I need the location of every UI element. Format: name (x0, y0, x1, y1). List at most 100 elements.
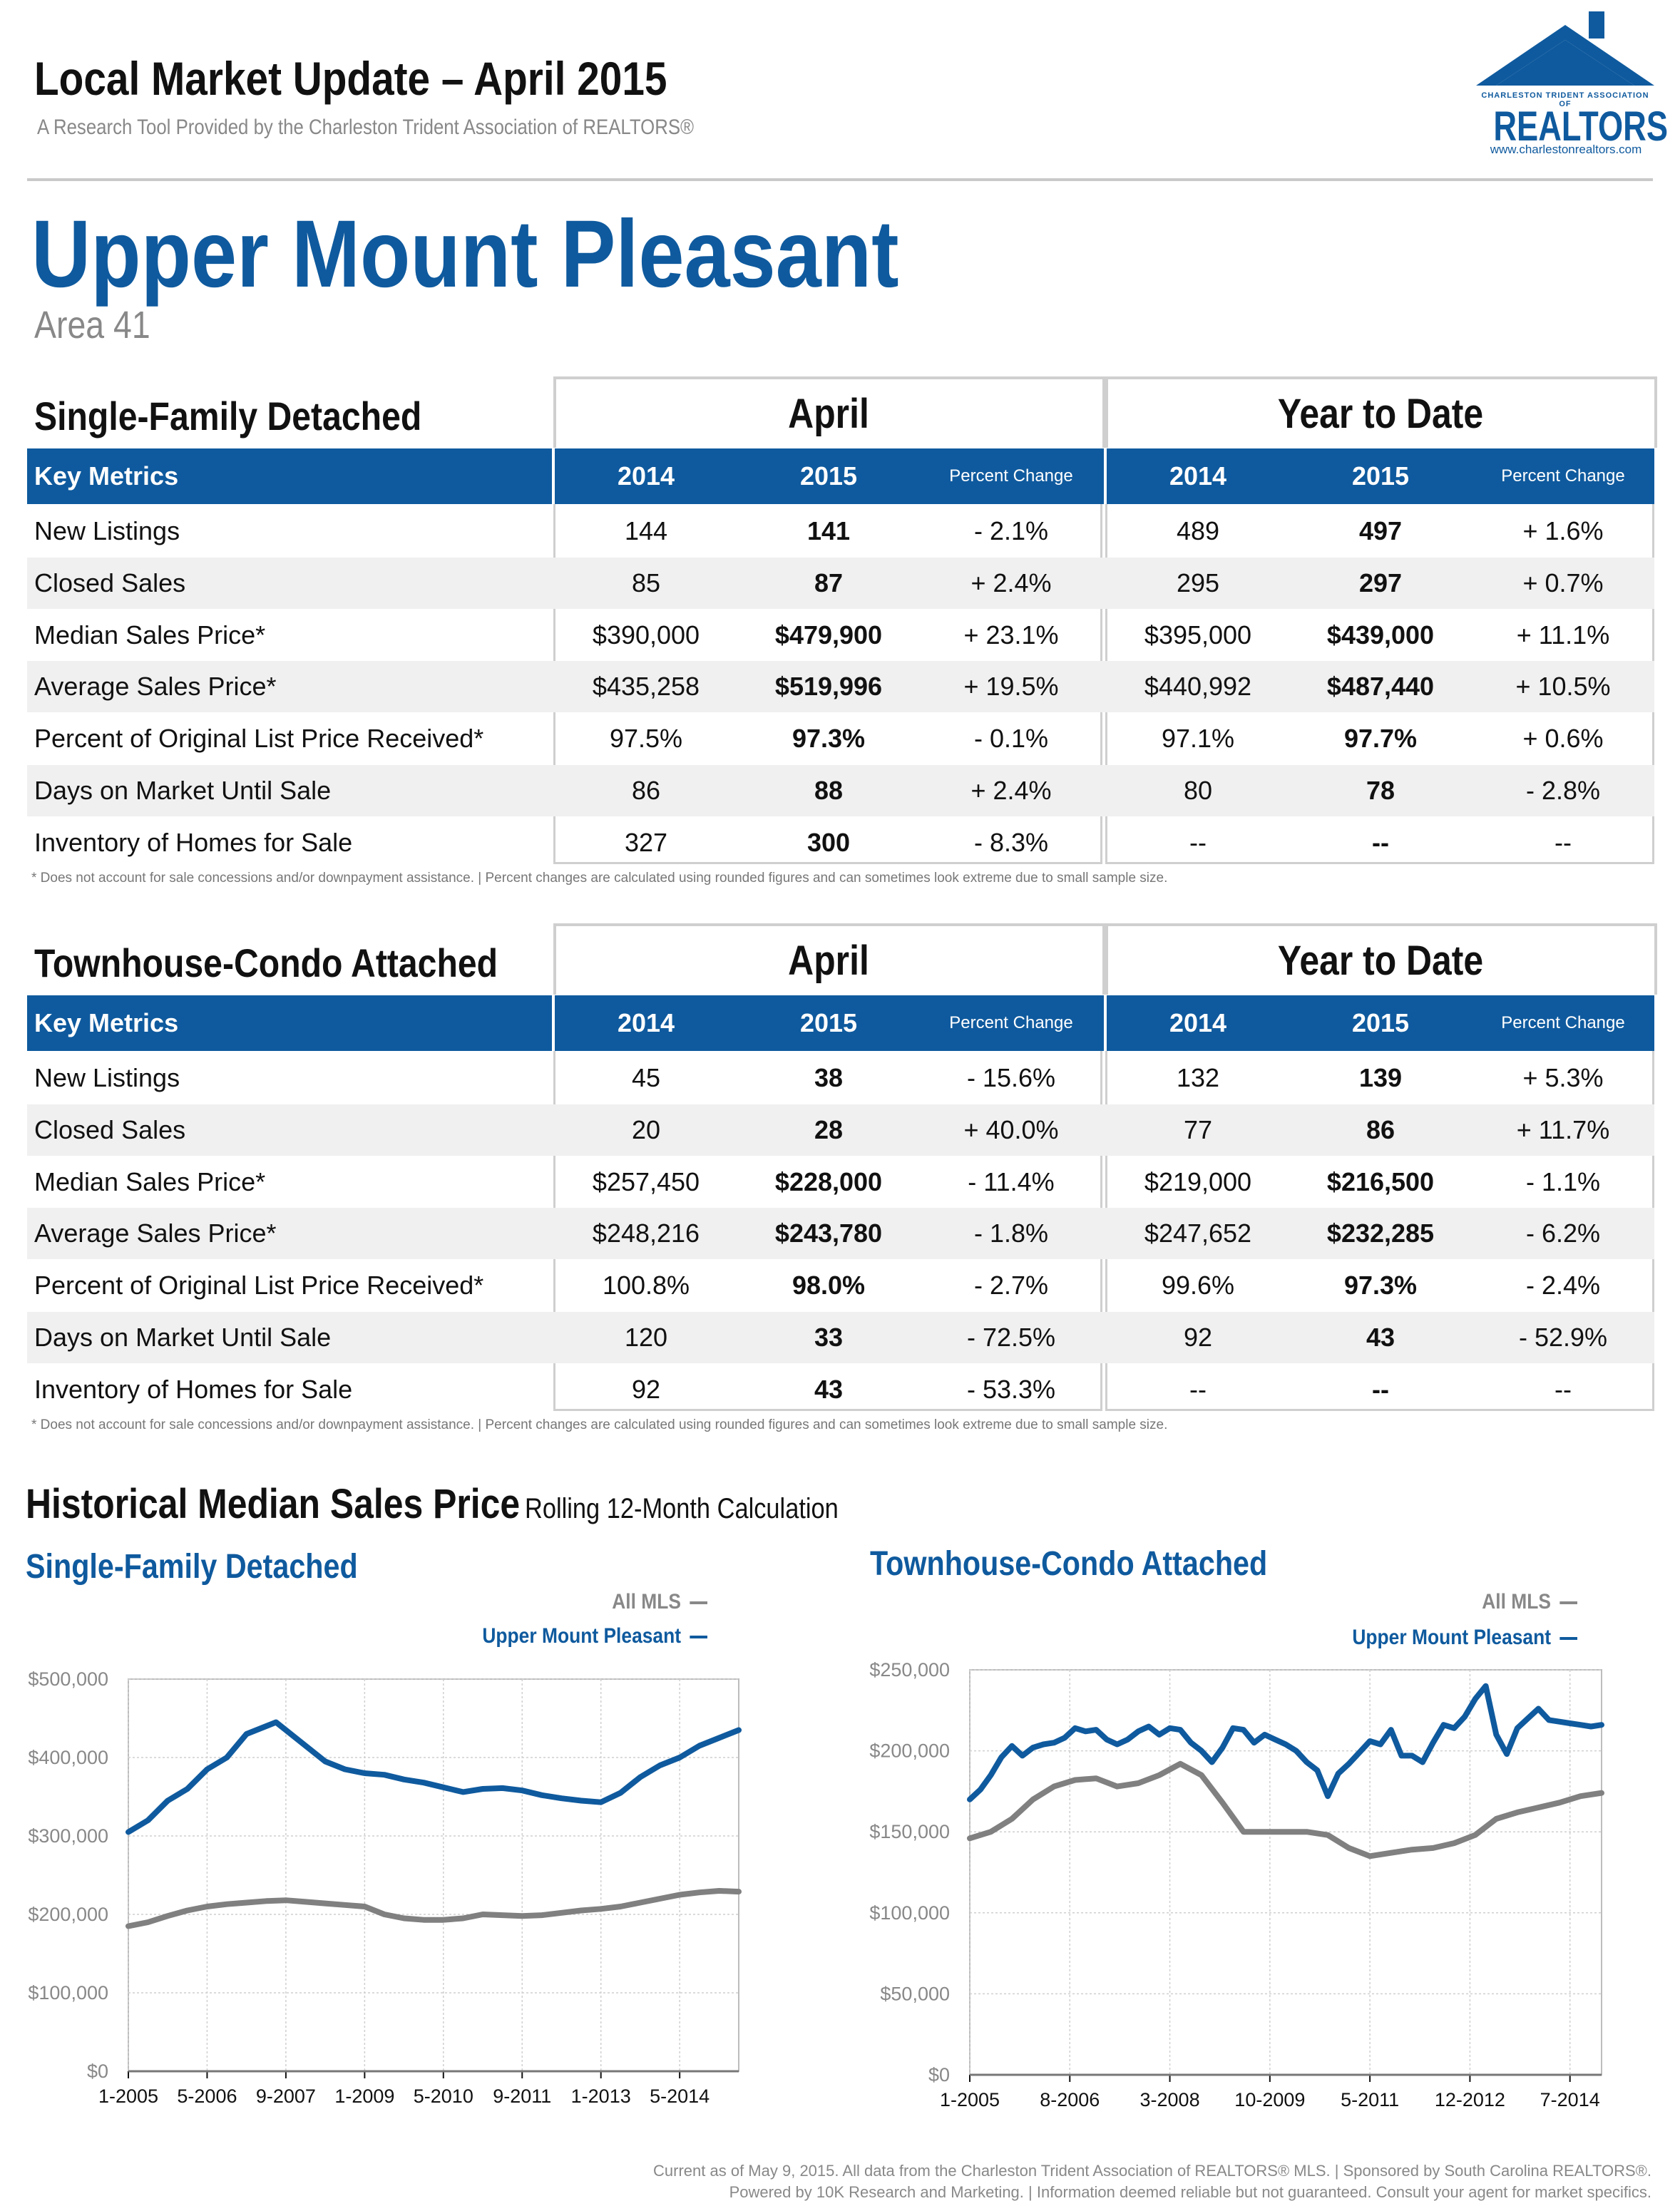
cell-ypct: - 2.8% (1525, 776, 1601, 805)
header-ytd-2014: 2014 (1169, 1008, 1227, 1037)
cell-apct: - 0.1% (973, 724, 1049, 754)
cell-apct: - 2.1% (973, 516, 1049, 545)
cell-ypct: + 11.7% (1516, 1114, 1610, 1144)
table-row: Closed Sales 20 28 + 40.0% 77 86 + 11.7% (27, 1104, 1654, 1156)
cell-y2015: $216,500 (1326, 1166, 1435, 1196)
cell-metric: Inventory of Homes for Sale (34, 1374, 353, 1404)
cell-a2014: 120 (624, 1323, 668, 1352)
cell-metric: New Listings (34, 1063, 180, 1092)
historical-subtitle: Rolling 12-Month Calculation (525, 1493, 839, 1524)
x-tick-label: 5-2010 (414, 2086, 473, 2107)
cell-a2015: 28 (814, 1114, 844, 1144)
header-ytd-2015: 2015 (1351, 1008, 1410, 1037)
area-code: Area 41 (34, 304, 150, 347)
legend-label: All MLS (612, 1590, 682, 1614)
x-tick-label: 7-2014 (1540, 2089, 1600, 2110)
historical-title: Historical Median Sales Price (26, 1481, 521, 1527)
cell-apct: + 23.1% (963, 620, 1059, 650)
cell-a2014: 97.5% (609, 724, 683, 754)
legend-label: Upper Mount Pleasant (482, 1624, 682, 1648)
cell-y2015: 86 (1366, 1114, 1395, 1144)
ytd-group-frame (1105, 923, 1657, 995)
y-tick-label: $250,000 (869, 1659, 950, 1681)
cell-y2015: $232,285 (1326, 1219, 1435, 1248)
cell-y2014: $219,000 (1144, 1166, 1252, 1196)
cell-ypct: + 10.5% (1515, 672, 1611, 702)
logo-url: www.charlestonrealtors.com (1490, 143, 1642, 156)
y-tick-label: $500,000 (28, 1668, 108, 1690)
header-divider (1104, 448, 1107, 504)
table-footnote: * Does not account for sale concessions … (31, 871, 1168, 886)
x-tick-label: 5-2011 (1341, 2089, 1399, 2110)
header-divider (27, 178, 1653, 181)
header-ytd-2014: 2014 (1169, 461, 1227, 491)
cell-y2015: 43 (1366, 1323, 1395, 1352)
cell-y2014: 97.1% (1161, 724, 1235, 754)
logo-caption: CHARLESTON TRIDENT ASSOCIATION OF (1481, 91, 1649, 108)
cell-apct: + 2.4% (970, 776, 1052, 805)
area-title: Upper Mount Pleasant (31, 201, 899, 307)
chart-svg: $0 $100,000 $200,000 $300,000 $400,000 $500,0… (28, 1668, 742, 2107)
cell-y2014: 489 (1176, 516, 1220, 545)
cell-y2015: 97.7% (1343, 724, 1418, 754)
table-footnote: * Does not account for sale concessions … (31, 1417, 1168, 1432)
cell-y2014: -- (1189, 1374, 1207, 1404)
legend-local: Upper Mount Pleasant (1269, 1626, 1577, 1650)
table-row: Percent of Original List Price Received*… (27, 1260, 1654, 1311)
cell-a2014: 327 (624, 827, 668, 857)
cell-ypct: + 0.6% (1522, 724, 1604, 754)
table-row: Average Sales Price* $248,216 $243,780 - 1.… (27, 1208, 1654, 1260)
section-title: Single-Family Detached (34, 394, 422, 438)
cell-y2014: 77 (1183, 1114, 1213, 1144)
legend-label: All MLS (1482, 1590, 1552, 1614)
table-row: Closed Sales 85 87 + 2.4% 295 297 + 0.7% (27, 557, 1654, 609)
x-tick-label: 1-2009 (334, 2086, 394, 2107)
cell-y2015: 78 (1366, 776, 1395, 805)
cell-a2014: $390,000 (592, 620, 700, 650)
cell-a2014: 100.8% (602, 1271, 690, 1300)
cell-apct: + 40.0% (963, 1114, 1059, 1144)
cell-y2014: $440,992 (1144, 672, 1252, 702)
cell-ypct: - 1.1% (1525, 1166, 1601, 1196)
cell-metric: New Listings (34, 516, 180, 545)
table-header-bar: Key Metrics 2014 2015 Percent Change 201… (27, 995, 1654, 1051)
table-row: Inventory of Homes for Sale 327 300 - 8.3% -… (27, 817, 1654, 868)
header-divider (1104, 995, 1107, 1051)
x-tick-label: 12-2012 (1435, 2089, 1505, 2110)
cell-a2015: 97.3% (792, 724, 866, 754)
cell-metric: Days on Market Until Sale (34, 776, 332, 805)
y-tick-label: $100,000 (869, 1902, 950, 1924)
chart-title-single-family: Single-Family Detached (26, 1548, 358, 1586)
cell-a2014: $435,258 (592, 672, 700, 702)
table-row: New Listings 45 38 - 15.6% 132 139 + 5.3% (27, 1052, 1654, 1104)
y-tick-label: $0 (87, 2061, 108, 2082)
y-tick-label: $400,000 (28, 1747, 108, 1768)
table-row: Median Sales Price* $390,000 $479,900 + 23.… (27, 610, 1654, 661)
legend-all-mls: All MLS (399, 1590, 707, 1614)
x-tick-label: 3-2008 (1140, 2089, 1200, 2110)
chart-single-family: $0 $100,000 $200,000 $300,000 $400,000 $500,0… (0, 1640, 756, 2110)
plot-area (128, 1678, 739, 2072)
table-row: Days on Market Until Sale 86 88 + 2.4% 80 78 -… (27, 765, 1654, 816)
cell-a2015: $519,996 (774, 672, 883, 702)
header-divider (552, 995, 555, 1051)
cell-y2015: $439,000 (1326, 620, 1435, 650)
cell-y2015: $487,440 (1326, 672, 1435, 702)
cell-a2015: $479,900 (774, 620, 883, 650)
x-tick-label: 1-2013 (571, 2086, 631, 2107)
series-line-all-mls (967, 1760, 1604, 1859)
cell-apct: - 1.8% (973, 1219, 1049, 1248)
y-tick-label: $150,000 (869, 1821, 950, 1842)
cell-metric: Percent of Original List Price Received* (34, 724, 484, 754)
header-april-2015: 2015 (799, 1008, 858, 1037)
table-header-bar: Key Metrics 2014 2015 Percent Change 201… (27, 448, 1654, 504)
section-title: Townhouse-Condo Attached (34, 940, 498, 985)
y-tick-label: $200,000 (28, 1904, 108, 1925)
cell-apct: - 15.6% (966, 1063, 1056, 1092)
cell-y2014: $395,000 (1144, 620, 1252, 650)
y-tick-label: $200,000 (869, 1740, 950, 1762)
chart-townhouse: $0 $50,000 $100,000 $150,000 $200,000 $250,00… (841, 1640, 1680, 2118)
header-key-metrics: Key Metrics (34, 461, 179, 491)
cell-y2014: 92 (1183, 1323, 1213, 1352)
x-tick-label: 1-2005 (940, 2089, 1000, 2110)
